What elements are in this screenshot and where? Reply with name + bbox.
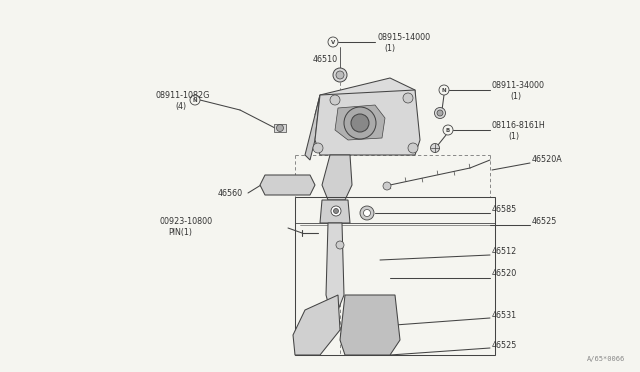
Polygon shape bbox=[274, 124, 286, 132]
Text: (4): (4) bbox=[175, 102, 186, 110]
Circle shape bbox=[364, 209, 371, 217]
Circle shape bbox=[443, 125, 453, 135]
Text: 00923-10800: 00923-10800 bbox=[160, 218, 213, 227]
Circle shape bbox=[336, 241, 344, 249]
Circle shape bbox=[437, 110, 443, 116]
Text: V: V bbox=[331, 39, 335, 45]
Circle shape bbox=[403, 93, 413, 103]
Text: 46560: 46560 bbox=[218, 189, 243, 198]
Text: 08911-34000: 08911-34000 bbox=[492, 81, 545, 90]
Polygon shape bbox=[293, 295, 340, 355]
Text: N: N bbox=[442, 87, 446, 93]
Text: (1): (1) bbox=[510, 92, 521, 100]
Circle shape bbox=[435, 108, 445, 119]
Polygon shape bbox=[322, 155, 352, 200]
Text: 46585: 46585 bbox=[492, 205, 517, 215]
Text: 08911-1082G: 08911-1082G bbox=[155, 92, 209, 100]
Polygon shape bbox=[326, 223, 344, 310]
Circle shape bbox=[408, 143, 418, 153]
Text: (1): (1) bbox=[508, 131, 519, 141]
Polygon shape bbox=[315, 78, 415, 125]
Text: PIN(1): PIN(1) bbox=[168, 228, 192, 237]
Circle shape bbox=[330, 95, 340, 105]
Circle shape bbox=[328, 37, 338, 47]
Circle shape bbox=[431, 144, 440, 153]
Polygon shape bbox=[260, 175, 315, 195]
Text: 46525: 46525 bbox=[532, 218, 557, 227]
Text: 46520: 46520 bbox=[492, 269, 517, 279]
Text: 46512: 46512 bbox=[492, 247, 517, 257]
Text: A/65*0066: A/65*0066 bbox=[587, 356, 625, 362]
Text: 08116-8161H: 08116-8161H bbox=[492, 122, 546, 131]
Polygon shape bbox=[320, 200, 350, 223]
Circle shape bbox=[344, 107, 376, 139]
Text: B: B bbox=[446, 128, 450, 132]
Circle shape bbox=[331, 206, 341, 216]
Text: N: N bbox=[193, 97, 197, 103]
Text: 46531: 46531 bbox=[492, 311, 517, 320]
Circle shape bbox=[351, 114, 369, 132]
Text: 46510: 46510 bbox=[313, 55, 338, 64]
Circle shape bbox=[313, 143, 323, 153]
Circle shape bbox=[336, 71, 344, 79]
Polygon shape bbox=[340, 295, 400, 355]
Circle shape bbox=[276, 125, 284, 131]
Bar bbox=[295, 197, 495, 355]
Polygon shape bbox=[315, 90, 420, 155]
Circle shape bbox=[360, 206, 374, 220]
Text: 08915-14000: 08915-14000 bbox=[377, 33, 430, 42]
Text: 46520A: 46520A bbox=[532, 155, 563, 164]
Text: (1): (1) bbox=[384, 44, 395, 52]
Text: 46525: 46525 bbox=[492, 340, 517, 350]
Circle shape bbox=[333, 208, 339, 214]
Circle shape bbox=[190, 95, 200, 105]
Circle shape bbox=[439, 85, 449, 95]
Polygon shape bbox=[335, 105, 385, 140]
Circle shape bbox=[383, 182, 391, 190]
Circle shape bbox=[333, 68, 347, 82]
Polygon shape bbox=[305, 95, 320, 160]
